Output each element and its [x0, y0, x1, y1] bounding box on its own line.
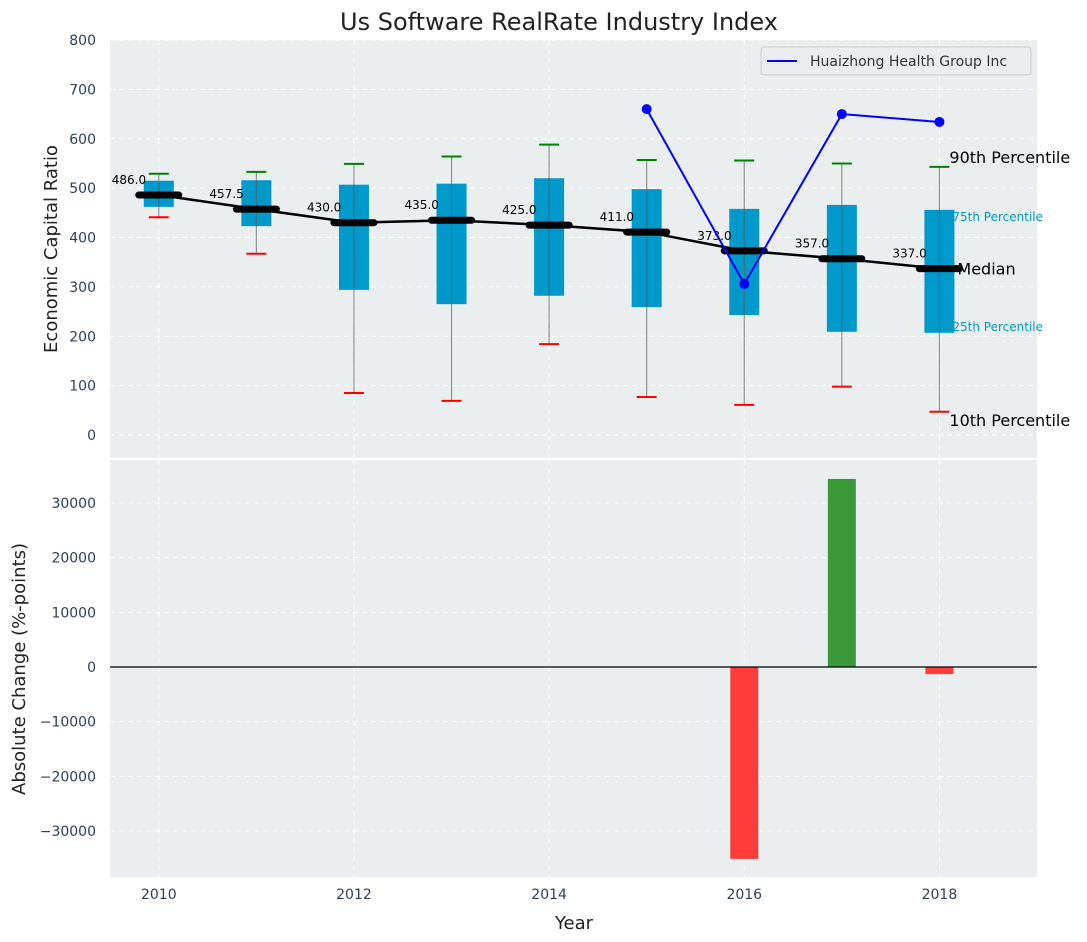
change-bar	[925, 667, 954, 675]
annotation-90th: 90th Percentile	[949, 148, 1070, 167]
company-series-point	[836, 109, 847, 120]
median-value-label: 486.0	[112, 173, 146, 187]
y-tick-label: 700	[69, 82, 96, 98]
y-tick-label: 400	[69, 231, 96, 247]
x-tick-label: 2014	[531, 887, 567, 903]
bottom-y-axis-label: Absolute Change (%-points)	[9, 543, 30, 795]
y-tick-label: −10000	[40, 715, 96, 731]
y-tick-label: 300	[69, 280, 96, 296]
x-tick-label: 2016	[726, 887, 762, 903]
legend-label: Huaizhong Health Group Inc	[810, 54, 1007, 70]
y-tick-label: 20000	[51, 551, 96, 567]
x-tick-label: 2010	[141, 887, 177, 903]
plot-background	[110, 460, 1037, 877]
median-value-label: 435.0	[405, 198, 439, 212]
y-tick-label: 500	[69, 181, 96, 197]
y-tick-label: −20000	[40, 769, 96, 785]
x-axis-label: Year	[554, 913, 594, 934]
annotation-75th: 75th Percentile	[952, 210, 1043, 224]
top-y-axis-label: Economic Capital Ratio	[41, 145, 62, 353]
median-value-label: 411.0	[600, 210, 634, 224]
y-tick-label: 800	[69, 33, 96, 49]
median-value-label: 337.0	[892, 247, 926, 261]
y-tick-label: 600	[69, 132, 96, 148]
y-tick-label: 200	[69, 329, 96, 345]
change-bar	[730, 667, 759, 859]
annotation-10th: 10th Percentile	[949, 411, 1070, 430]
median-value-label: 430.0	[307, 201, 341, 215]
y-tick-label: −30000	[40, 824, 96, 840]
top-panel: 0 100 200 300 400 500 600 700 800 486.0 457.5 430.0…	[69, 33, 1070, 458]
change-bar	[827, 478, 856, 667]
median-value-label: 457.5	[209, 187, 243, 201]
company-series-line	[645, 108, 940, 286]
company-series-point	[641, 104, 652, 115]
y-tick-label: 10000	[51, 605, 96, 621]
y-tick-label: 0	[87, 428, 96, 444]
y-tick-label: 100	[69, 379, 96, 395]
chart-title: Us Software RealRate Industry Index	[340, 8, 778, 36]
median-value-label: 425.0	[502, 203, 536, 217]
median-value-label: 373.0	[697, 229, 731, 243]
median-value-label: 357.0	[795, 237, 829, 251]
y-tick-label: 0	[87, 660, 96, 676]
x-tick-label: 2012	[336, 887, 372, 903]
company-series-point	[934, 116, 945, 127]
annotation-median: Median	[957, 260, 1015, 279]
plot-background	[110, 40, 1037, 458]
legend-box	[760, 46, 1032, 76]
x-tick-label: 2018	[922, 887, 958, 903]
y-tick-label: 30000	[51, 496, 96, 512]
company-series-point	[739, 278, 750, 289]
bottom-panel: −30000 −20000 −10000 0 10000 20000 30000 2010 20…	[40, 460, 1037, 903]
annotation-25th: 25th Percentile	[952, 320, 1043, 334]
